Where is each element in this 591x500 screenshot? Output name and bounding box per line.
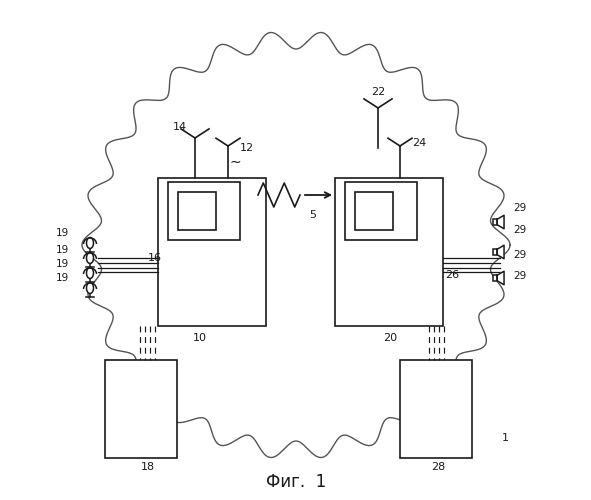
Text: Фиг.  1: Фиг. 1 (266, 473, 326, 491)
Text: 19: 19 (56, 259, 69, 269)
Text: 29: 29 (514, 250, 527, 260)
Text: 16: 16 (148, 253, 162, 263)
Ellipse shape (86, 252, 93, 264)
Text: 10: 10 (193, 333, 207, 343)
Bar (355, 192, 393, 230)
Text: 29: 29 (514, 203, 527, 213)
Text: 19: 19 (56, 273, 69, 283)
Text: 1: 1 (502, 433, 508, 443)
Bar (168, 182, 240, 240)
Text: 28: 28 (431, 462, 445, 472)
Text: 12: 12 (240, 143, 254, 153)
Bar (345, 182, 417, 240)
Bar (105, 360, 177, 458)
Text: 29: 29 (514, 225, 527, 235)
Text: 29: 29 (514, 271, 527, 281)
Polygon shape (497, 215, 504, 229)
Bar (158, 178, 266, 326)
Text: 19: 19 (56, 228, 69, 238)
Bar (493, 250, 497, 254)
Polygon shape (497, 271, 504, 285)
Text: 19: 19 (56, 245, 69, 255)
Bar (493, 276, 497, 280)
Text: 5: 5 (310, 210, 317, 220)
Text: 14: 14 (173, 122, 187, 132)
Text: 26: 26 (445, 270, 459, 280)
Bar (400, 360, 472, 458)
Bar (335, 178, 443, 326)
Text: ∼: ∼ (229, 155, 241, 169)
Ellipse shape (86, 282, 93, 294)
Bar (178, 192, 216, 230)
Polygon shape (497, 245, 504, 259)
Text: 22: 22 (371, 87, 385, 97)
Ellipse shape (86, 268, 93, 278)
Text: 24: 24 (412, 138, 426, 148)
Bar (493, 220, 497, 224)
Ellipse shape (86, 238, 93, 248)
Text: 18: 18 (141, 462, 155, 472)
Text: 20: 20 (383, 333, 397, 343)
